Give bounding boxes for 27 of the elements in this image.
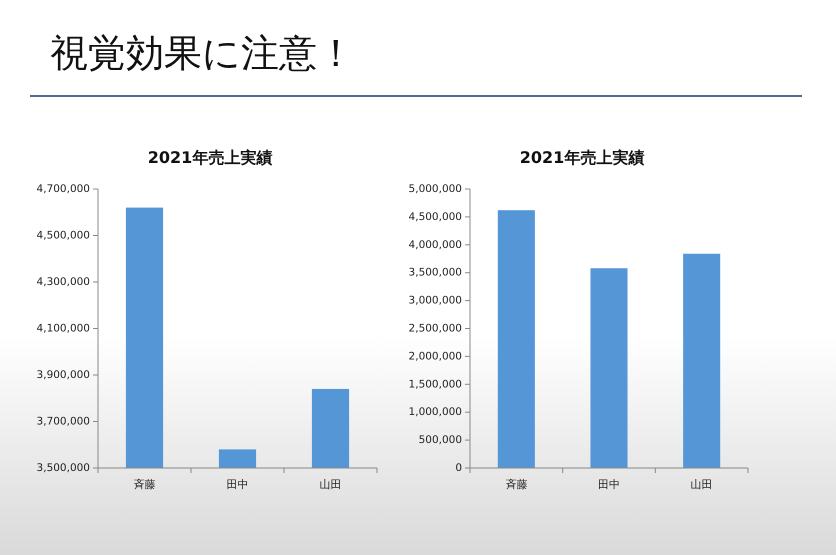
y-tick-label: 4,100,000 (36, 322, 90, 334)
y-tick-label: 3,500,000 (36, 462, 90, 474)
y-tick-label: 1,000,000 (408, 406, 462, 418)
y-tick-label: 0 (455, 462, 462, 474)
y-tick-label: 3,900,000 (36, 369, 90, 381)
chart-title: 2021年売上実績 (148, 148, 272, 167)
y-tick-label: 4,300,000 (36, 276, 90, 288)
chart-title: 2021年売上実績 (520, 148, 644, 167)
y-tick-label: 2,000,000 (408, 350, 462, 362)
x-tick-label: 斉藤 (505, 478, 528, 491)
y-tick-label: 3,500,000 (408, 266, 462, 279)
y-tick-label: 4,500,000 (408, 210, 462, 223)
x-tick-label: 山田 (320, 478, 342, 491)
y-tick-label: 500,000 (418, 434, 462, 446)
y-tick-label: 2,500,000 (408, 322, 462, 334)
text: 視覚効果に注意！ (50, 31, 355, 75)
x-tick-label: 田中 (598, 478, 620, 491)
x-tick-label: 斉藤 (134, 478, 156, 491)
y-tick-label: 4,700,000 (36, 183, 90, 195)
y-tick-label: 1,500,000 (408, 378, 462, 390)
y-tick-label: 4,500,000 (36, 230, 90, 242)
y-tick-label: 4,000,000 (408, 238, 462, 251)
y-tick-label: 5,000,000 (408, 183, 462, 195)
y-tick-label: 3,000,000 (408, 294, 462, 307)
x-tick-label: 田中 (226, 478, 248, 491)
x-tick-label: 山田 (690, 478, 713, 491)
y-tick-label: 3,700,000 (36, 416, 90, 428)
